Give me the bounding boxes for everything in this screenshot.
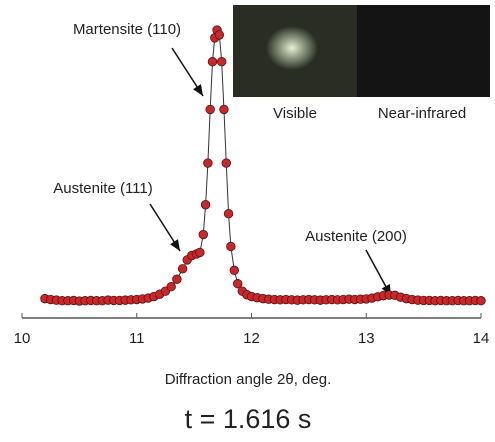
data-point [226, 241, 236, 252]
data-point [198, 229, 209, 240]
x-tick-label: 11 [129, 330, 145, 347]
x-tick-label: 10 [14, 330, 31, 347]
data-point [233, 279, 243, 289]
data-point [172, 274, 182, 284]
data-point [166, 282, 176, 292]
data-point [216, 57, 227, 67]
data-point [223, 208, 234, 219]
chart-title: t = 1.616 s [185, 404, 312, 434]
annotation: Martensite (110) [73, 21, 181, 38]
data-point [219, 104, 229, 115]
data-point [214, 30, 225, 40]
data-point [205, 104, 215, 115]
x-tick-label: 14 [473, 330, 490, 347]
visible-spot [266, 26, 318, 70]
data-point [200, 200, 211, 210]
data-point [203, 158, 213, 168]
x-tick-label: 13 [358, 330, 375, 347]
inset [233, 5, 490, 97]
inset-label: Visible [273, 105, 317, 122]
annotation: Austenite (111) [53, 180, 153, 197]
data-point [177, 264, 188, 274]
data-point [229, 265, 239, 276]
infrared-image [357, 5, 490, 97]
arrow-head [193, 84, 203, 96]
x-tick-label: 12 [243, 330, 260, 347]
annotation: Austenite (200) [305, 228, 407, 245]
x-axis-label: Diffraction angle 2θ, deg. [165, 371, 332, 388]
data-point [221, 158, 231, 168]
data-point [207, 57, 218, 67]
data-point [476, 296, 486, 306]
arrow-head [170, 239, 180, 251]
data-point [195, 247, 205, 258]
inset-label: Near-infrared [378, 105, 466, 122]
